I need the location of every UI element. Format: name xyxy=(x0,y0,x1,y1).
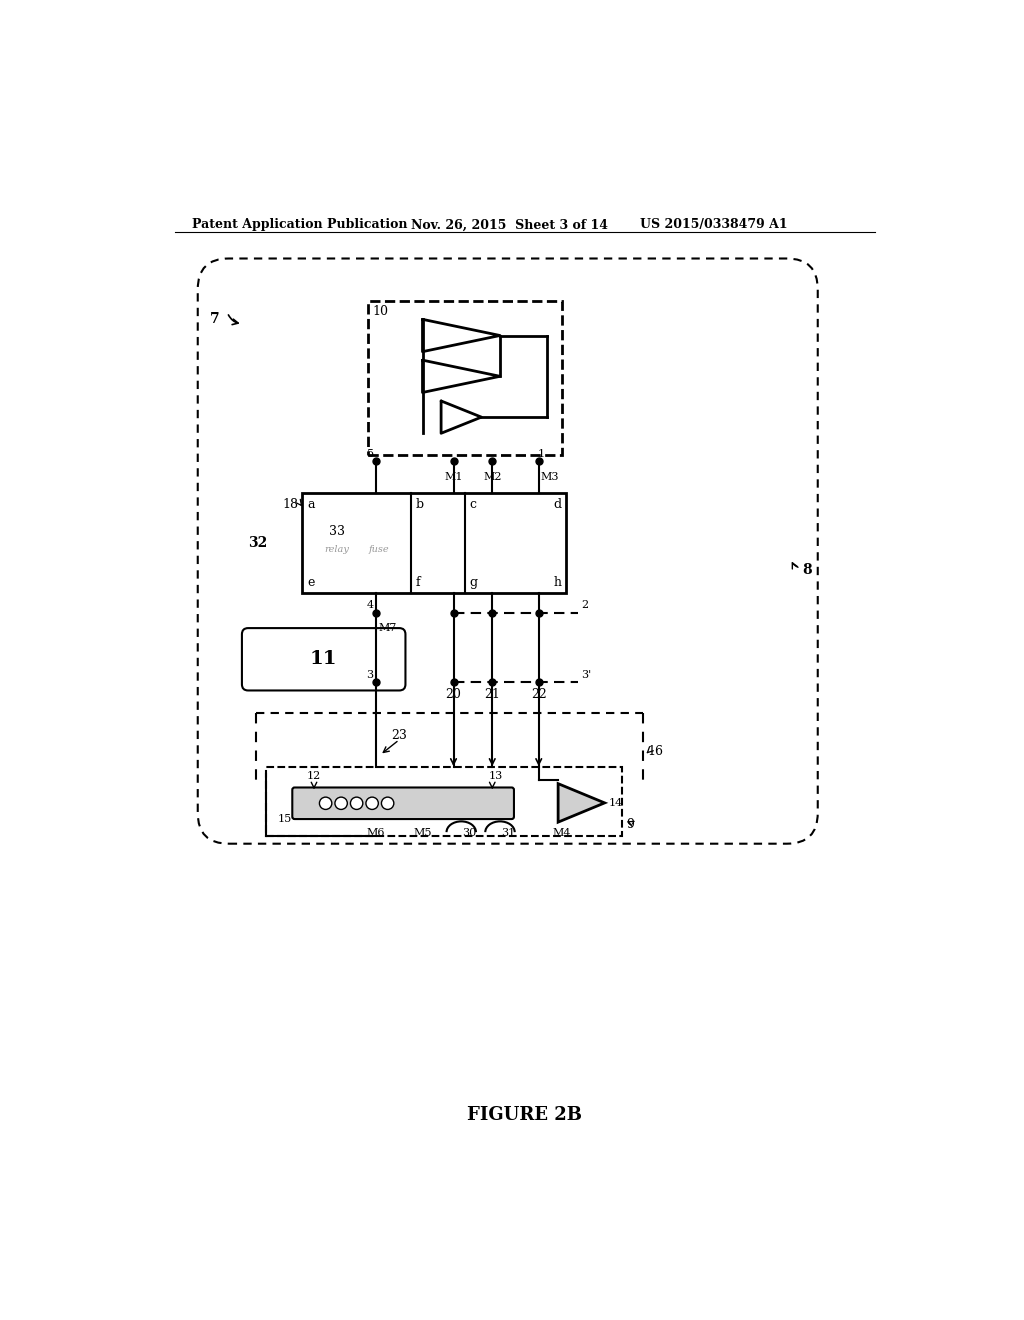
Bar xyxy=(369,301,562,455)
Text: a: a xyxy=(307,498,314,511)
Text: 4: 4 xyxy=(367,601,374,610)
Text: M2: M2 xyxy=(483,471,502,482)
Text: 16: 16 xyxy=(647,744,664,758)
Text: FIGURE 2B: FIGURE 2B xyxy=(467,1106,583,1123)
Text: g: g xyxy=(470,576,478,589)
Polygon shape xyxy=(558,784,604,822)
Bar xyxy=(266,767,623,836)
Text: M1: M1 xyxy=(444,471,463,482)
Text: fuse: fuse xyxy=(369,545,389,554)
Text: e: e xyxy=(307,576,314,589)
Text: d: d xyxy=(553,498,561,511)
Text: 10: 10 xyxy=(372,305,388,318)
Text: h: h xyxy=(553,576,561,589)
Text: b: b xyxy=(416,498,424,511)
Text: 14: 14 xyxy=(608,797,623,808)
Text: 3: 3 xyxy=(367,669,374,680)
Text: 31: 31 xyxy=(501,829,515,838)
Text: 32: 32 xyxy=(248,536,267,549)
Text: 1: 1 xyxy=(538,449,545,459)
Text: 22: 22 xyxy=(530,688,547,701)
Circle shape xyxy=(366,797,378,809)
Text: 5: 5 xyxy=(367,449,374,459)
Bar xyxy=(302,494,566,594)
Text: 23: 23 xyxy=(391,730,408,742)
FancyBboxPatch shape xyxy=(292,788,514,818)
Text: 7: 7 xyxy=(210,312,219,326)
Circle shape xyxy=(319,797,332,809)
Text: Patent Application Publication: Patent Application Publication xyxy=(191,218,408,231)
Text: 33: 33 xyxy=(330,525,345,539)
Text: 12: 12 xyxy=(306,771,321,780)
Text: 18: 18 xyxy=(283,499,299,511)
Text: 11: 11 xyxy=(310,651,338,668)
Circle shape xyxy=(381,797,394,809)
Text: 21: 21 xyxy=(484,688,500,701)
Text: M7: M7 xyxy=(378,623,396,634)
Text: 9: 9 xyxy=(627,818,634,832)
Text: M6: M6 xyxy=(367,829,385,838)
Text: M5: M5 xyxy=(414,829,432,838)
Text: US 2015/0338479 A1: US 2015/0338479 A1 xyxy=(640,218,787,231)
Circle shape xyxy=(350,797,362,809)
Text: 8: 8 xyxy=(802,564,812,577)
Text: 13: 13 xyxy=(488,771,503,780)
Text: 20: 20 xyxy=(445,688,462,701)
Text: Nov. 26, 2015  Sheet 3 of 14: Nov. 26, 2015 Sheet 3 of 14 xyxy=(411,218,608,231)
Text: 15: 15 xyxy=(279,814,292,825)
Text: 3': 3' xyxy=(582,669,592,680)
Text: f: f xyxy=(416,576,420,589)
Text: relay: relay xyxy=(324,545,349,554)
Text: M3: M3 xyxy=(541,471,559,482)
Circle shape xyxy=(335,797,347,809)
Text: 30: 30 xyxy=(462,829,476,838)
Text: 2: 2 xyxy=(582,601,589,610)
Text: c: c xyxy=(470,498,477,511)
Text: M4: M4 xyxy=(553,829,571,838)
